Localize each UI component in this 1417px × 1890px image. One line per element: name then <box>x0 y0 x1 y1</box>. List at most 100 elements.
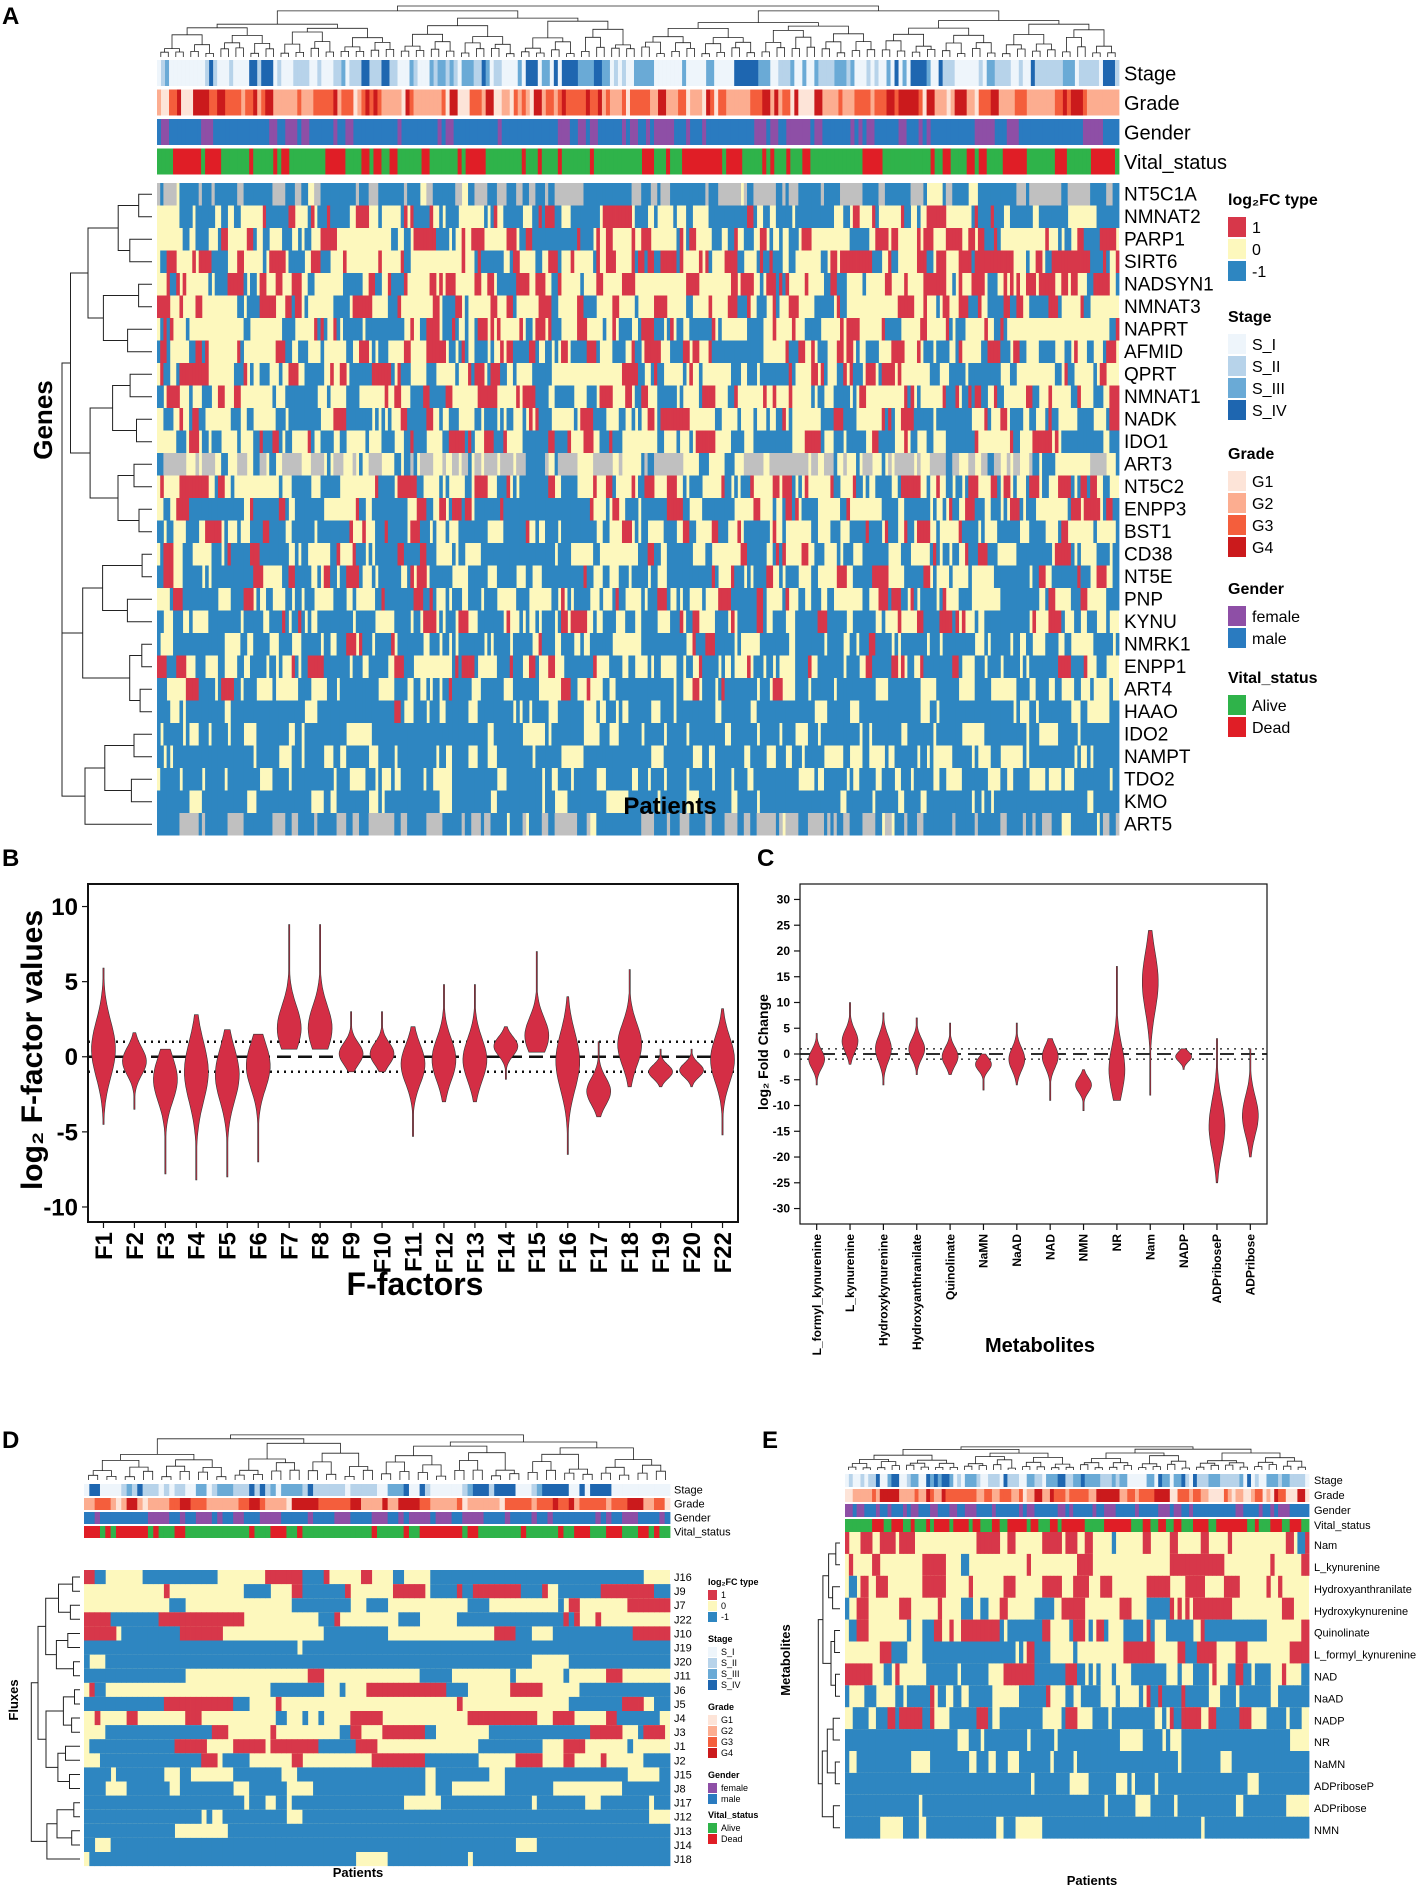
heatmap-cell-up <box>545 205 549 228</box>
heatmap-cell-down <box>1115 205 1120 228</box>
heatmap-cell-up <box>708 385 713 408</box>
heatmap-cell-down <box>240 633 244 656</box>
annotation-cell <box>237 148 242 175</box>
heatmap-cell-na <box>1099 453 1104 476</box>
heatmap-cell-down <box>766 655 770 678</box>
heatmap-cell-down <box>859 520 863 543</box>
annotation-cell <box>962 119 968 145</box>
heatmap-cell-na <box>567 453 572 476</box>
heatmap-cell-up <box>868 250 873 273</box>
heatmap-cell-down <box>852 385 857 408</box>
annotation-cell <box>874 89 879 116</box>
heatmap-cell-down <box>888 588 892 611</box>
dendrogram-branch <box>957 53 966 57</box>
heatmap-cell-up <box>259 565 264 588</box>
heatmap-cell-down <box>740 475 745 498</box>
heatmap-cell-up <box>461 655 466 678</box>
heatmap-cell-down <box>375 273 379 296</box>
heatmap-cell-down <box>528 318 533 341</box>
heatmap-cell-down <box>859 610 863 633</box>
heatmap-cell-down <box>249 273 254 296</box>
heatmap-cell-down <box>605 565 610 588</box>
heatmap-cell-down <box>298 498 302 521</box>
heatmap-cell-down <box>840 385 844 408</box>
heatmap-cell-down <box>323 520 328 543</box>
heatmap-cell-up <box>1112 408 1117 431</box>
heatmap-cell-na <box>1086 183 1091 206</box>
heatmap-cell-down <box>865 610 870 633</box>
heatmap-cell-up <box>445 385 450 408</box>
heatmap-cell-down <box>1051 565 1056 588</box>
annotation-cell <box>369 119 374 145</box>
dendrogram-branch <box>975 42 992 53</box>
heatmap-cell-up <box>1074 273 1078 296</box>
heatmap-cell-up <box>169 543 174 566</box>
heatmap-cell-up <box>1058 475 1062 498</box>
heatmap-cell-down <box>189 610 193 633</box>
heatmap-cell-down <box>266 363 270 386</box>
annotation-cell <box>633 89 639 116</box>
heatmap-cell-up <box>169 565 174 588</box>
heatmap-cell-down <box>269 655 273 678</box>
heatmap-cell-down <box>955 498 960 521</box>
annotation-cell <box>273 119 278 145</box>
heatmap-cell-up <box>275 430 280 453</box>
annotation-cell <box>325 119 330 145</box>
heatmap-cell-na <box>730 183 735 206</box>
annotation-cell <box>842 148 847 175</box>
heatmap-cell-up <box>442 340 446 363</box>
annotation-cell <box>553 60 559 86</box>
heatmap-cell-down <box>554 273 559 296</box>
heatmap-cell-down <box>1048 250 1053 273</box>
heatmap-cell-na <box>952 453 956 476</box>
heatmap-cell-down <box>1115 430 1120 453</box>
heatmap-cell-up <box>342 363 347 386</box>
heatmap-cell-down <box>801 498 806 521</box>
annotation-cell <box>1098 148 1104 175</box>
heatmap-cell-na <box>403 183 408 206</box>
heatmap-cell-up <box>1061 273 1065 296</box>
annotation-cell <box>1070 119 1076 145</box>
heatmap-cell-down <box>509 273 514 296</box>
heatmap-cell-down <box>939 655 944 678</box>
heatmap-cell-down <box>997 228 1001 251</box>
annotation-cell <box>1066 60 1072 86</box>
annotation-cell <box>213 60 218 86</box>
heatmap-cell-up <box>872 363 876 386</box>
heatmap-cell-down <box>865 228 870 251</box>
annotation-cell <box>1002 89 1008 116</box>
heatmap-cell-down <box>477 520 482 543</box>
heatmap-cell-down <box>282 408 286 431</box>
annotation-cell <box>1042 119 1048 145</box>
heatmap-cell-down <box>269 543 273 566</box>
annotation-cell <box>297 148 302 175</box>
heatmap-cell-down <box>317 205 321 228</box>
heatmap-cell-down <box>551 273 556 296</box>
annotation-cell <box>762 148 767 175</box>
heatmap-cell-down <box>884 408 889 431</box>
heatmap-cell-down <box>670 183 674 206</box>
heatmap-cell-up <box>288 363 293 386</box>
heatmap-cell-down <box>984 363 988 386</box>
annotation-cell <box>958 60 964 86</box>
heatmap-cell-down <box>654 565 658 588</box>
heatmap-cell-down <box>1045 543 1049 566</box>
heatmap-cell-up <box>461 250 466 273</box>
heatmap-cell-down <box>747 318 751 341</box>
heatmap-cell-down <box>596 183 600 206</box>
annotation-cell <box>654 60 659 86</box>
heatmap-cell-down <box>878 475 883 498</box>
heatmap-cell-down <box>609 633 613 656</box>
heatmap-cell-na <box>840 183 844 206</box>
heatmap-cell-down <box>557 385 562 408</box>
heatmap-cell-up <box>381 363 386 386</box>
heatmap-cell-down <box>618 655 623 678</box>
heatmap-cell-up <box>407 475 411 498</box>
heatmap-cell-down <box>945 475 950 498</box>
dendrogram-branch <box>84 767 152 825</box>
heatmap-cell-down <box>788 430 793 453</box>
heatmap-cell-down <box>1042 340 1046 363</box>
heatmap-cell-up <box>1042 565 1046 588</box>
heatmap-cell-down <box>1016 633 1020 656</box>
heatmap-cell-up <box>484 318 488 341</box>
